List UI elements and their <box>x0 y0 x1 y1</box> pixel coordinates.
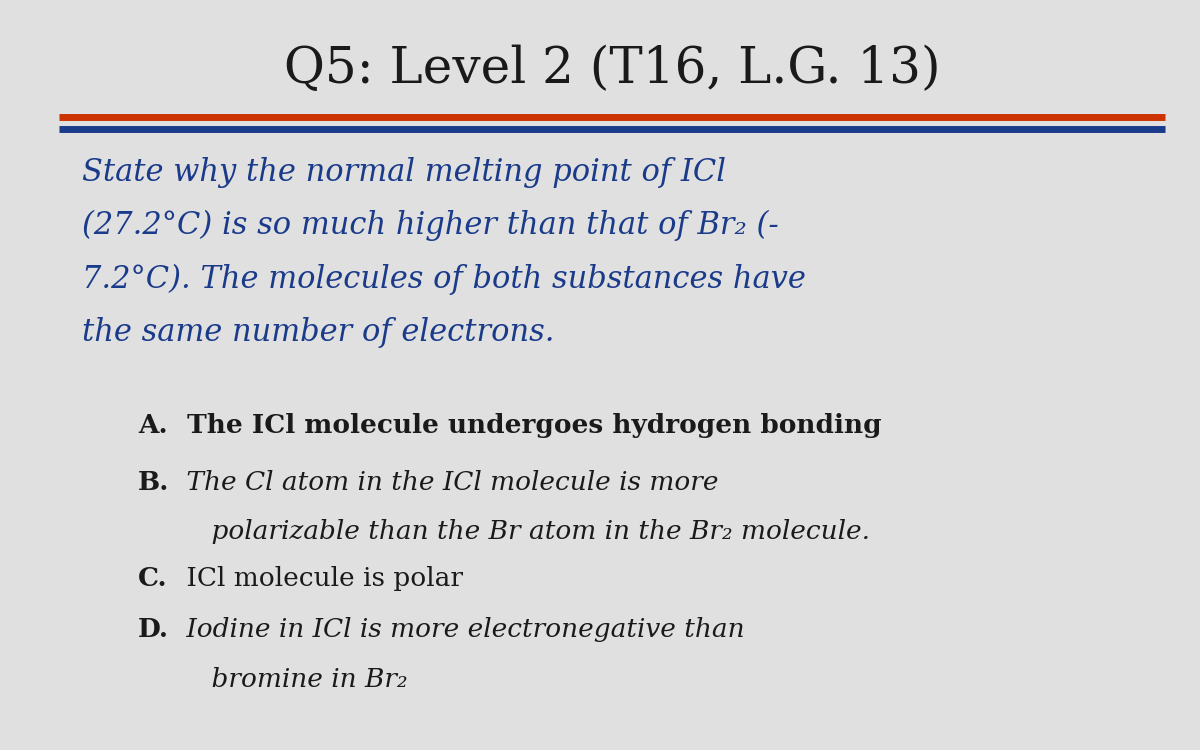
Text: C.: C. <box>138 566 168 591</box>
Text: D.: D. <box>138 617 169 642</box>
Text: polarizable than the Br atom in the Br₂ molecule.: polarizable than the Br atom in the Br₂ … <box>178 520 870 544</box>
Text: (27.2°C) is so much higher than that of Br₂ (-: (27.2°C) is so much higher than that of … <box>82 210 779 242</box>
Text: The Cl atom in the ICl molecule is more: The Cl atom in the ICl molecule is more <box>178 470 719 494</box>
Text: State why the normal melting point of ICl: State why the normal melting point of IC… <box>82 157 726 188</box>
Text: A.: A. <box>138 413 168 437</box>
Text: 7.2°C). The molecules of both substances have: 7.2°C). The molecules of both substances… <box>82 263 805 295</box>
Text: the same number of electrons.: the same number of electrons. <box>82 317 554 348</box>
Text: ICl molecule is polar: ICl molecule is polar <box>178 566 463 591</box>
Text: The ICl molecule undergoes hydrogen bonding: The ICl molecule undergoes hydrogen bond… <box>178 413 881 437</box>
Text: B.: B. <box>138 470 169 494</box>
Text: Q5: Level 2 (T16, L.G. 13): Q5: Level 2 (T16, L.G. 13) <box>283 44 941 94</box>
Text: bromine in Br₂: bromine in Br₂ <box>178 667 407 692</box>
Text: Iodine in ICl is more electronegative than: Iodine in ICl is more electronegative th… <box>178 617 744 642</box>
